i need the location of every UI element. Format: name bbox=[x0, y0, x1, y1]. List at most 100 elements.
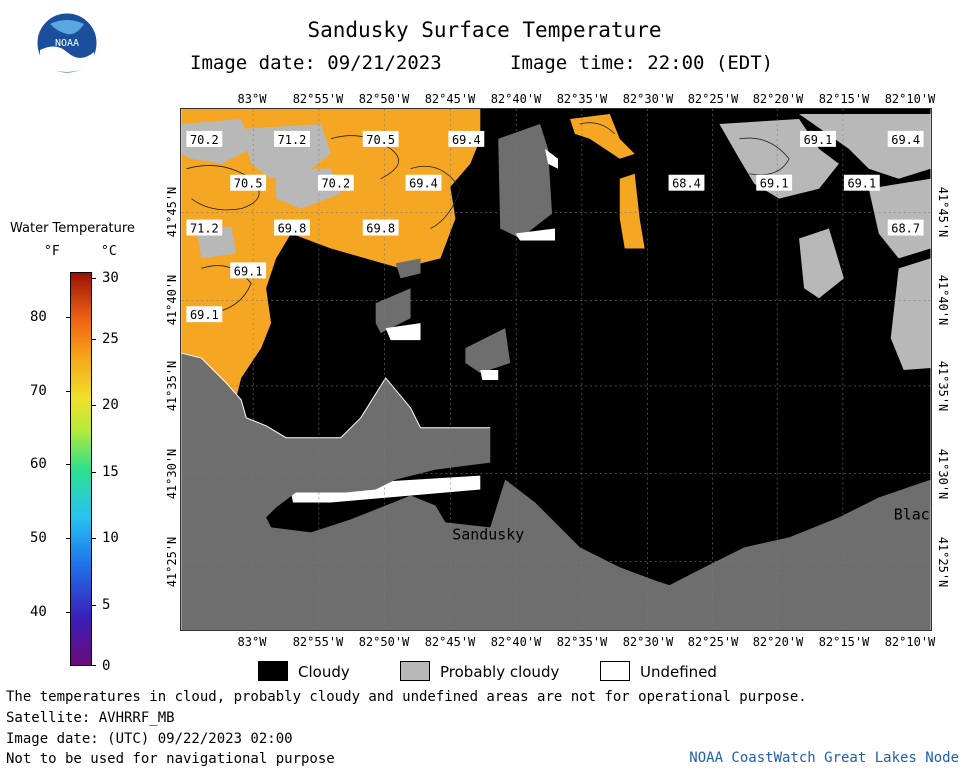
temp-label-text: 70.5 bbox=[234, 177, 263, 191]
c-tick bbox=[92, 405, 96, 406]
f-tick-label: 80 bbox=[30, 309, 47, 325]
f-tick-label: 60 bbox=[30, 456, 47, 472]
temp-label-text: 69.1 bbox=[234, 264, 263, 278]
lat-label-right: 41°25'N bbox=[936, 536, 950, 588]
lat-label-left: 41°45'N bbox=[165, 186, 179, 238]
c-tick bbox=[92, 605, 96, 606]
utc-date: Image date: (UTC) 09/22/2023 02:00 bbox=[6, 731, 293, 747]
lon-label-bottom: 82°30'W bbox=[622, 635, 674, 649]
c-tick-label: 0 bbox=[102, 658, 111, 674]
lon-label-top: 82°25'W bbox=[687, 92, 739, 106]
lon-label-bottom: 83°W bbox=[237, 635, 267, 649]
coastline bbox=[181, 352, 491, 439]
temp-label-text: 69.4 bbox=[452, 133, 481, 147]
f-tick-label: 50 bbox=[30, 530, 47, 546]
noaa-logo: NOAA bbox=[36, 12, 98, 74]
logo-text: NOAA bbox=[55, 38, 79, 49]
probably-cloudy-area bbox=[498, 123, 553, 239]
f-tick bbox=[66, 612, 70, 613]
temp-label-text: 69.1 bbox=[847, 177, 876, 191]
temperature-map: 70.2 71.2 70.5 69.4 70.5 70.2 69.4 71.2 … bbox=[180, 108, 932, 631]
temp-label: 69.4 bbox=[405, 174, 442, 191]
lon-label-bottom: 82°45'W bbox=[424, 635, 476, 649]
lon-label-bottom: 82°55'W bbox=[292, 635, 344, 649]
lon-label-top: 82°15'W bbox=[818, 92, 870, 106]
lon-label-top: 82°55'W bbox=[292, 92, 344, 106]
undefined-area bbox=[385, 323, 421, 341]
lon-label-bottom: 82°40'W bbox=[490, 635, 542, 649]
probably-cloudy-area bbox=[799, 228, 844, 299]
lat-label-left: 41°30'N bbox=[165, 448, 179, 500]
probably-cloudy-area bbox=[395, 258, 421, 279]
f-tick bbox=[66, 317, 70, 318]
image-date: Image date: 09/21/2023 bbox=[190, 52, 442, 74]
legend-title: Water Temperature bbox=[10, 221, 135, 236]
temp-label: 70.5 bbox=[362, 130, 399, 147]
legend-label-cloudy: Cloudy bbox=[298, 663, 350, 681]
temp-label-text: 69.1 bbox=[190, 308, 219, 322]
temp-label: 69.8 bbox=[274, 219, 310, 236]
temp-label: 69.1 bbox=[230, 262, 267, 278]
temp-label-text: 71.2 bbox=[190, 222, 219, 236]
lat-label-right: 41°30'N bbox=[936, 448, 950, 500]
lat-label-right: 41°35'N bbox=[936, 360, 950, 412]
lat-label-left: 41°35'N bbox=[165, 360, 179, 412]
isotherm-contours bbox=[186, 122, 790, 314]
lon-label-bottom: 82°15'W bbox=[818, 635, 870, 649]
probably-cloudy-area bbox=[375, 288, 411, 334]
undefined-area bbox=[480, 369, 499, 380]
c-tick-label: 25 bbox=[102, 331, 119, 347]
lon-label-top: 82°35'W bbox=[556, 92, 608, 106]
image-time: Image time: 22:00 (EDT) bbox=[510, 52, 774, 74]
lon-label-top: 82°40'W bbox=[490, 92, 542, 106]
legend-label-probably-cloudy: Probably cloudy bbox=[440, 663, 560, 681]
temp-label: 71.2 bbox=[274, 130, 310, 147]
lon-label-bottom: 82°10'W bbox=[884, 635, 936, 649]
graticule bbox=[181, 109, 931, 630]
c-tick bbox=[92, 538, 96, 539]
undefined-area bbox=[545, 148, 558, 169]
temp-label: 68.7 bbox=[887, 219, 924, 236]
warm-water-area bbox=[569, 113, 635, 159]
f-tick bbox=[66, 391, 70, 392]
c-tick bbox=[92, 278, 96, 279]
temp-label-text: 69.8 bbox=[366, 222, 395, 236]
lon-label-top: 83°W bbox=[237, 92, 267, 106]
temp-label: 69.1 bbox=[800, 130, 836, 147]
probably-cloudy-area bbox=[465, 328, 511, 373]
c-tick-label: 20 bbox=[102, 397, 119, 413]
satellite-info: Satellite: AVHRRF_MB bbox=[6, 710, 175, 726]
temp-label: 69.4 bbox=[887, 130, 924, 147]
temp-label-text: 70.5 bbox=[366, 133, 395, 147]
temp-label: 69.1 bbox=[756, 174, 793, 191]
probably-cloudy-area bbox=[799, 113, 931, 179]
temp-label: 69.8 bbox=[362, 219, 399, 236]
c-tick-label: 10 bbox=[102, 530, 119, 546]
temperature-colorbar bbox=[70, 272, 92, 666]
legend-unit-c: °C bbox=[101, 244, 117, 259]
temp-label: 69.1 bbox=[186, 306, 223, 322]
probably-cloudy-area bbox=[868, 178, 931, 259]
lon-label-top: 82°30'W bbox=[622, 92, 674, 106]
temp-label-text: 69.1 bbox=[804, 133, 833, 147]
lat-label-left: 41°25'N bbox=[165, 536, 179, 588]
lon-label-top: 82°10'W bbox=[884, 92, 936, 106]
temp-label-text: 68.4 bbox=[672, 177, 701, 191]
temp-label: 69.1 bbox=[843, 174, 880, 191]
temp-label: 70.5 bbox=[230, 174, 267, 191]
undefined-area bbox=[291, 475, 481, 503]
lon-label-top: 82°20'W bbox=[752, 92, 804, 106]
temp-label-text: 68.7 bbox=[891, 222, 920, 236]
c-tick-label: 5 bbox=[102, 597, 111, 613]
temp-label-text: 69.8 bbox=[278, 222, 307, 236]
legend-unit-f: °F bbox=[44, 244, 60, 259]
temp-label-text: 70.2 bbox=[321, 177, 350, 191]
c-tick bbox=[92, 665, 96, 666]
c-tick-label: 30 bbox=[102, 270, 119, 286]
f-tick bbox=[66, 538, 70, 539]
f-tick-label: 40 bbox=[30, 604, 47, 620]
lon-label-bottom: 82°20'W bbox=[752, 635, 804, 649]
lon-label-top: 82°45'W bbox=[424, 92, 476, 106]
temp-label-text: 71.2 bbox=[278, 133, 307, 147]
temp-label: 70.2 bbox=[186, 130, 223, 147]
